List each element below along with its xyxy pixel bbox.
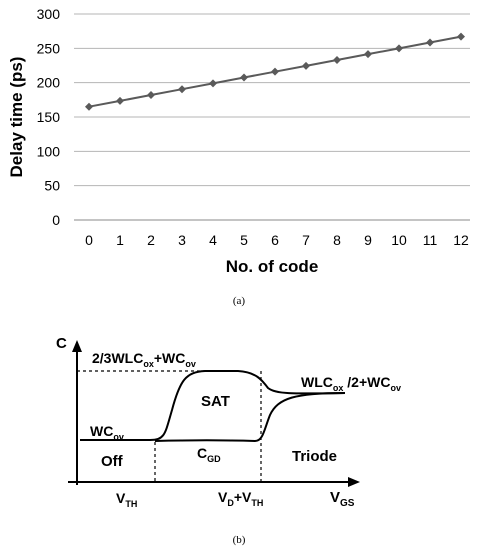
x-tick-labels: 0 1 2 3 4 5 6 7 8 9 10 11 12 [85, 232, 469, 248]
data-point-marker [147, 91, 155, 100]
data-point-marker [240, 73, 248, 82]
x-tick-label: 12 [453, 232, 469, 248]
y-tick-labels: 0 50 100 150 200 250 300 [37, 6, 61, 228]
x-tick-label: 7 [302, 232, 310, 248]
y-tick-label: 50 [44, 178, 60, 194]
y-tick-label: 0 [52, 212, 60, 228]
vth-label: VTH [116, 490, 137, 509]
caption-b: (b) [233, 534, 246, 546]
y-axis-label: Delay time (ps) [7, 57, 26, 178]
y-tick-label: 100 [37, 143, 61, 159]
data-point-marker [426, 38, 434, 47]
triode-region-label: Triode [292, 448, 337, 465]
off-capacitance-label: WCov [90, 423, 124, 442]
cgs-curve [80, 370, 346, 441]
horizontal-gridlines [74, 13, 470, 187]
x-tick-label: 8 [333, 232, 341, 248]
x-tick-label: 3 [178, 232, 186, 248]
data-point-marker [364, 50, 372, 59]
off-region-label: Off [101, 453, 124, 470]
cgd-curve [154, 392, 346, 443]
data-point-marker [457, 32, 465, 41]
data-point-marker [302, 61, 310, 70]
vd-vth-label: VD+VTH [218, 489, 263, 508]
x-tick-label: 9 [364, 232, 372, 248]
data-point-marker [178, 85, 186, 94]
triode-capacitance-label: WLCox /2+WCov [301, 374, 401, 393]
data-point-marker [395, 44, 403, 53]
capacitance-vs-vgs-diagram: C VGS 2/3WLCox+WCov WLCox /2+WCov WCov C… [56, 335, 401, 546]
x-axis-label: No. of code [226, 257, 319, 276]
data-point-marker [209, 79, 217, 88]
sat-region-label: SAT [201, 393, 230, 410]
vgs-axis-arrow [348, 477, 360, 487]
vgs-axis-label: VGS [330, 489, 355, 509]
x-tick-label: 10 [391, 232, 407, 248]
x-tick-label: 5 [240, 232, 248, 248]
data-point-marker [116, 96, 124, 105]
sat-capacitance-label: 2/3WLCox+WCov [92, 350, 196, 369]
x-tick-label: 0 [85, 232, 93, 248]
x-tick-label: 6 [271, 232, 279, 248]
x-tick-label: 1 [116, 232, 124, 248]
x-tick-label: 11 [423, 232, 438, 248]
delay-series-markers [85, 32, 465, 111]
c-axis-arrow [72, 340, 82, 352]
x-tick-label: 4 [209, 232, 217, 248]
data-point-marker [333, 56, 341, 65]
vgs-main: V [330, 489, 340, 506]
vgs-sub: GS [340, 498, 355, 509]
cgd-label: CGD [197, 445, 221, 464]
y-tick-label: 200 [37, 75, 61, 91]
data-point-marker [271, 67, 279, 76]
y-tick-label: 150 [37, 109, 61, 125]
y-tick-label: 250 [37, 40, 61, 56]
y-tick-label: 300 [37, 6, 61, 22]
caption-a: (a) [233, 295, 246, 307]
c-axis-label: C [56, 335, 67, 352]
data-point-marker [85, 102, 93, 111]
x-tick-label: 2 [147, 232, 155, 248]
